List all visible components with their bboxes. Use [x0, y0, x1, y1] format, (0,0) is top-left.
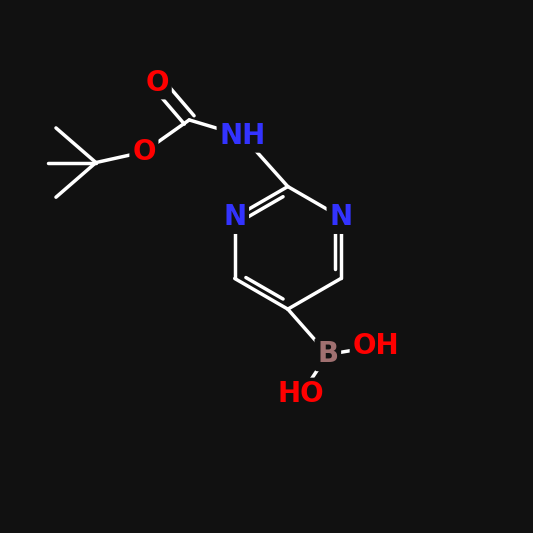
- Text: OH: OH: [352, 333, 399, 360]
- Text: B: B: [317, 341, 338, 368]
- Text: HO: HO: [278, 381, 325, 408]
- Text: O: O: [146, 69, 169, 96]
- Text: N: N: [223, 203, 246, 231]
- Text: NH: NH: [220, 122, 265, 150]
- Text: O: O: [132, 138, 156, 166]
- Text: N: N: [329, 203, 352, 231]
